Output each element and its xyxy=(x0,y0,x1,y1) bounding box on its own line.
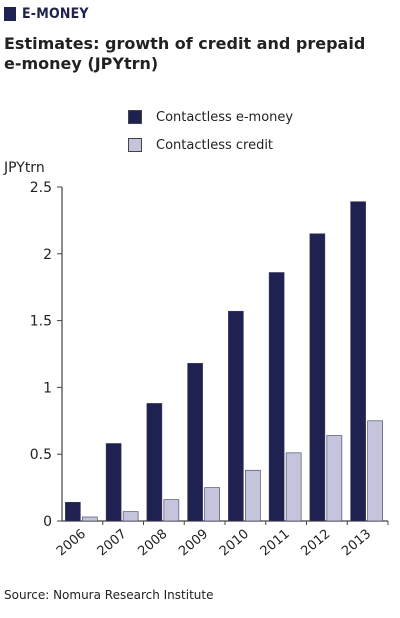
bar-credit xyxy=(82,516,98,522)
x-tick-label: 2006 xyxy=(54,527,89,560)
bar-emoney xyxy=(65,501,81,522)
chart-title: Estimates: growth of credit and prepaid … xyxy=(4,34,366,73)
section-header: E-MONEY xyxy=(4,6,89,22)
bar-credit xyxy=(326,435,343,522)
legend-label-credit: Contactless credit xyxy=(156,137,274,153)
bar-emoney xyxy=(105,443,122,522)
bar-emoney xyxy=(146,403,163,522)
legend-label-emoney: Contactless e-money xyxy=(156,109,294,125)
y-tick-label: 0 xyxy=(43,514,52,530)
x-tick-label: 2010 xyxy=(217,527,252,560)
legend: Contactless e-money Contactless credit xyxy=(128,106,293,162)
x-tick-label: 2008 xyxy=(135,527,170,560)
legend-swatch-emoney xyxy=(128,110,142,124)
bar-emoney xyxy=(350,201,366,522)
bar-credit xyxy=(122,511,139,522)
x-tick-label: 2013 xyxy=(339,527,374,560)
section-label: E-MONEY xyxy=(22,6,89,22)
y-axis-label: JPYtrn xyxy=(4,160,45,176)
x-tick-label: 2007 xyxy=(95,527,130,560)
x-tick-label: 2011 xyxy=(258,527,293,560)
bar-credit xyxy=(367,420,383,522)
source-note: Source: Nomura Research Institute xyxy=(4,588,214,602)
bar-credit xyxy=(204,487,220,522)
y-tick-label: 1 xyxy=(43,380,52,396)
bar-credit xyxy=(285,452,302,522)
bar-emoney xyxy=(187,363,203,522)
section-marker-icon xyxy=(4,7,16,21)
x-tick-label: 2009 xyxy=(176,527,211,560)
legend-item-emoney: Contactless e-money xyxy=(128,106,293,128)
y-tick-label: 0.5 xyxy=(30,447,52,463)
bar-emoney xyxy=(309,233,326,522)
legend-item-credit: Contactless credit xyxy=(128,134,293,156)
y-tick-label: 1.5 xyxy=(30,314,52,330)
x-tick-label: 2012 xyxy=(298,527,333,560)
bar-emoney xyxy=(268,272,285,522)
y-tick-label: 2 xyxy=(43,247,52,263)
legend-swatch-credit xyxy=(128,138,142,152)
y-tick-label: 2.5 xyxy=(30,180,52,196)
bar-emoney xyxy=(228,310,244,522)
bar-credit xyxy=(163,499,180,522)
bar-credit xyxy=(245,469,261,522)
